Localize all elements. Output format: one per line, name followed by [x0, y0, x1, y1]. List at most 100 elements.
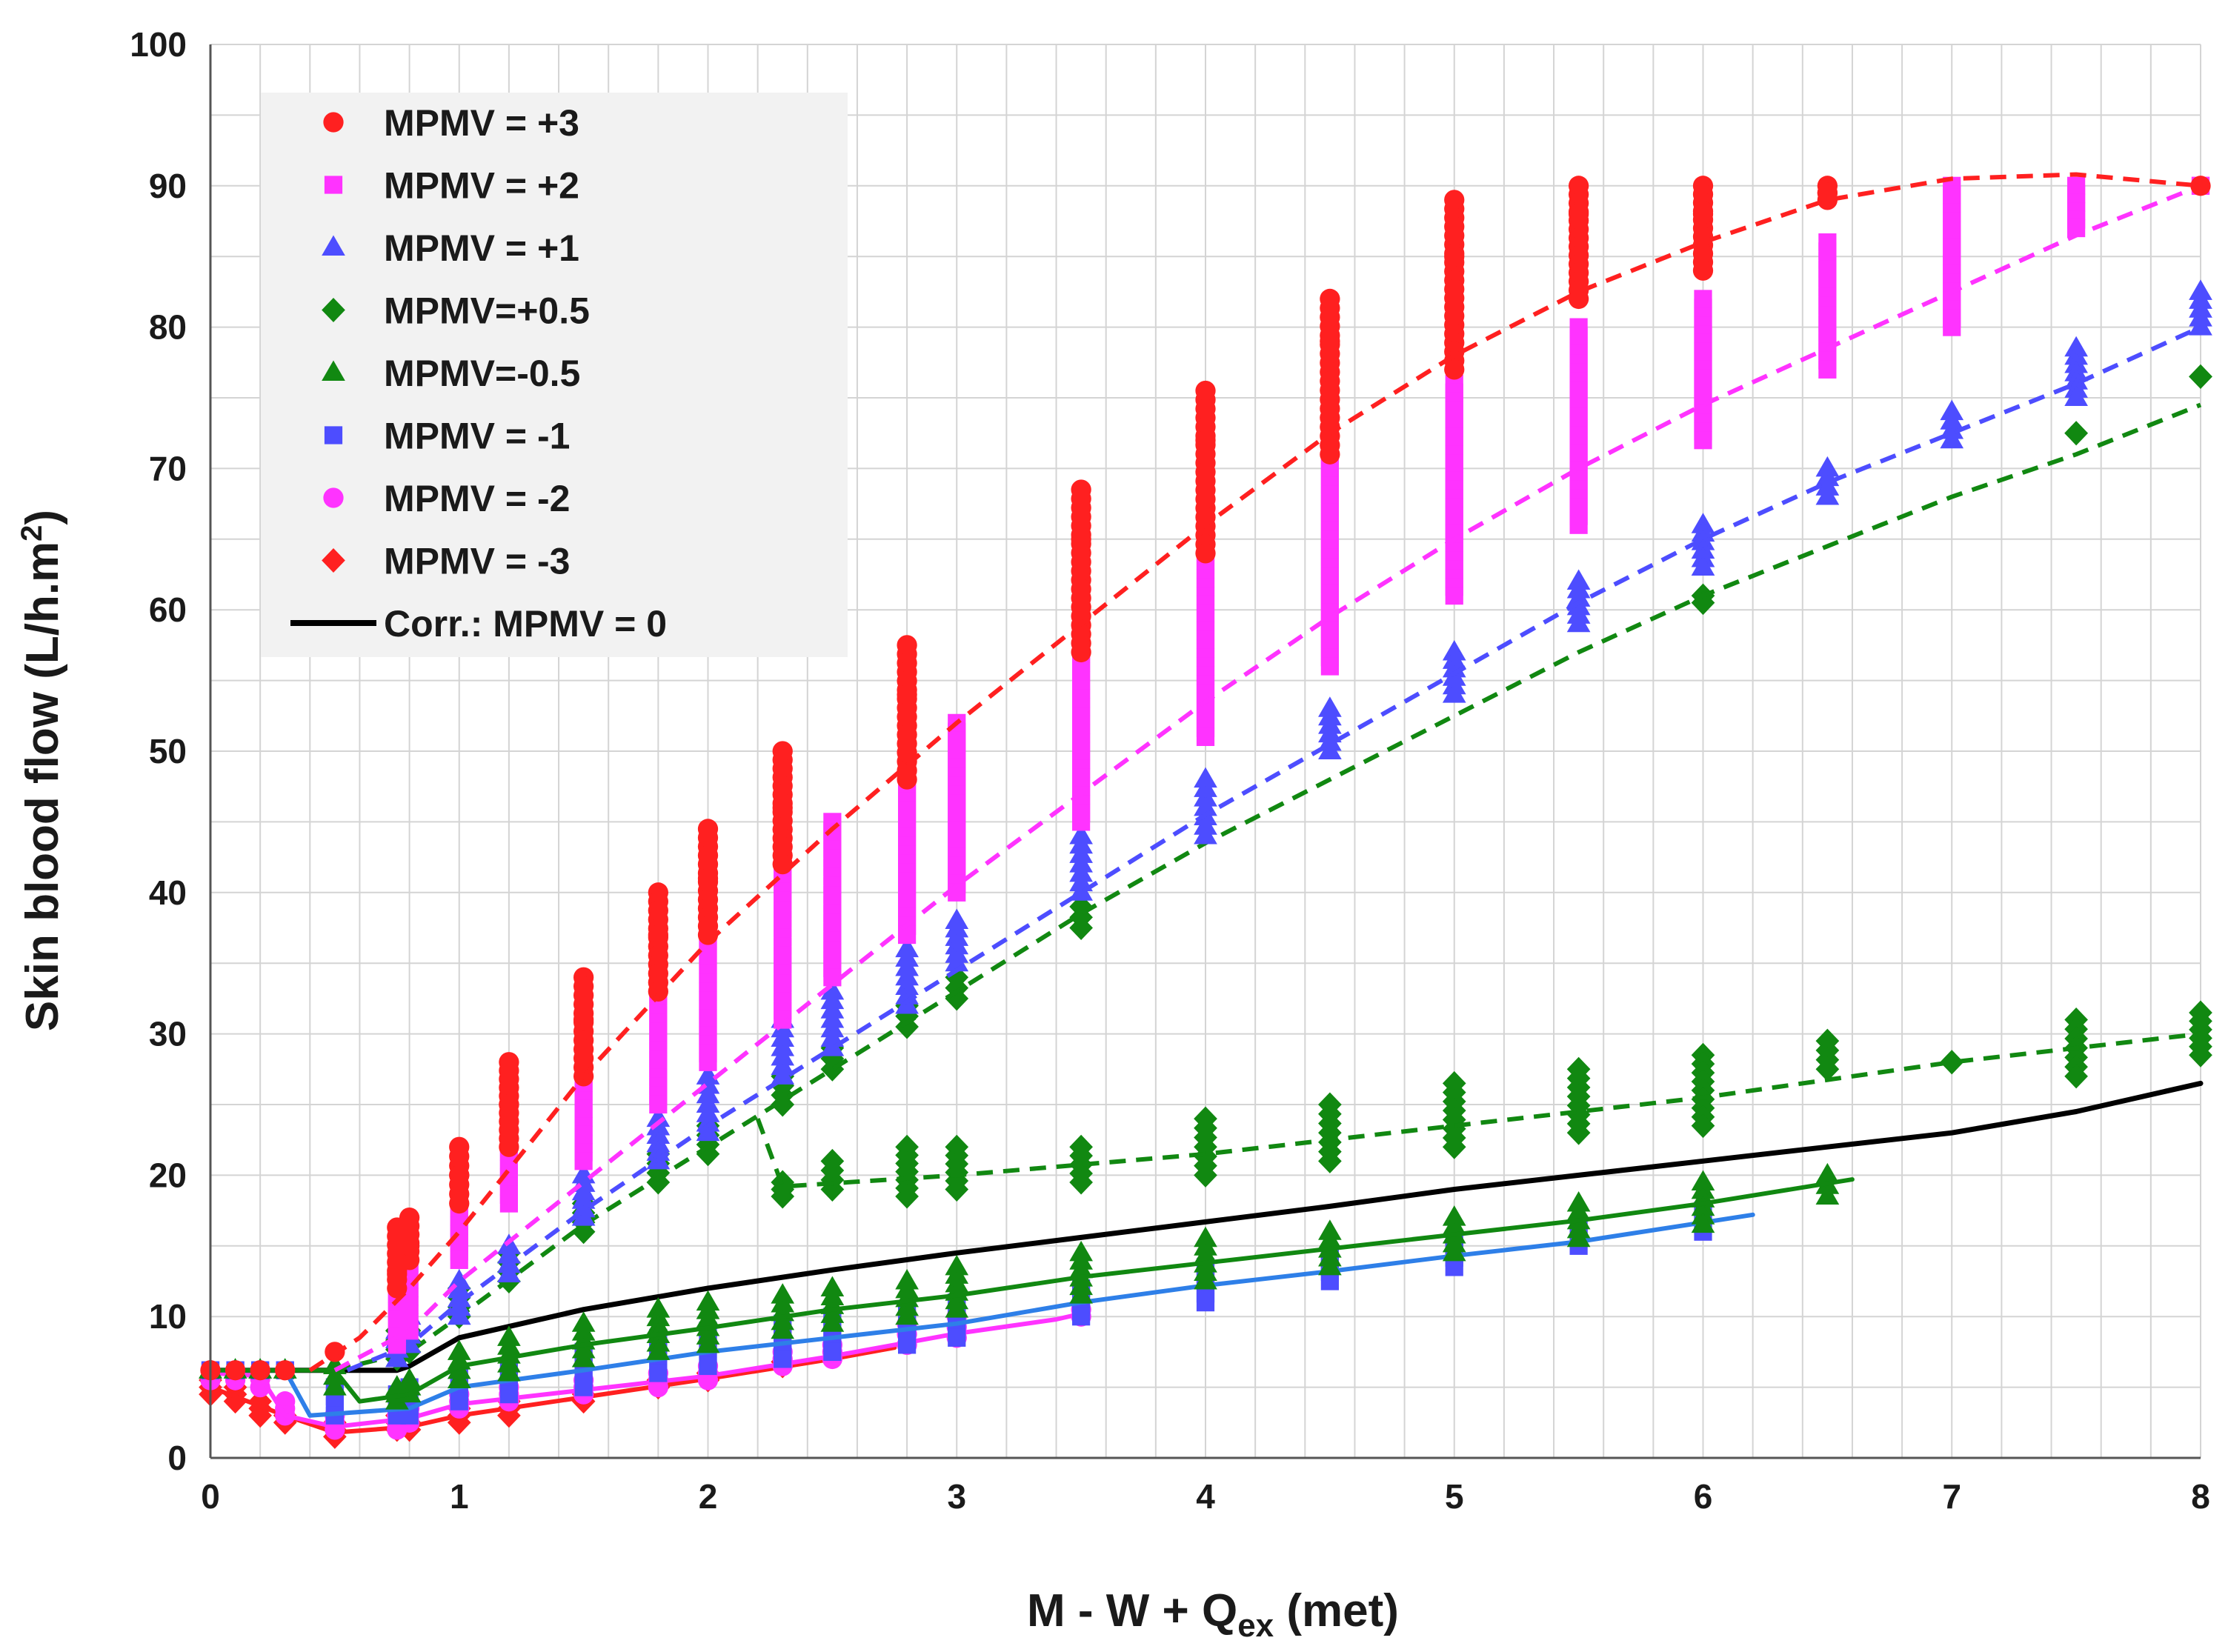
mpmv-0-5-point: [1815, 1056, 1840, 1082]
mpmv-0-5-point: [1691, 1212, 1715, 1233]
mpmv-1-point: [1072, 1308, 1091, 1326]
legend-box: [261, 93, 848, 657]
mpmv-2-point: [450, 1250, 468, 1269]
mpmv-0-5-point: [696, 1332, 720, 1353]
legend-label-mpmv-0-5: MPMV=+0.5: [384, 290, 590, 332]
axes: [209, 44, 2201, 1459]
legend-label-mpmv-2: MPMV = -2: [384, 478, 570, 519]
mpmv-0-5-point: [1815, 1162, 1840, 1184]
legend-marker-mpmv-1: [324, 426, 343, 444]
mpmv-3-point: [772, 854, 793, 875]
mpmv-0-5-point: [646, 1339, 671, 1360]
mpmv-3-point: [1692, 204, 1714, 224]
legend-marker-mpmv-2: [324, 176, 343, 194]
y-tick-label: 100: [130, 25, 187, 64]
mpmv-0-5-point: [1691, 590, 1715, 616]
mpmv-1-point: [1320, 1272, 1339, 1290]
mpmv-0-5-point: [895, 1184, 919, 1209]
mpmv-0-5-point: [385, 1389, 409, 1410]
y-tick-label: 40: [149, 873, 187, 912]
legend-label-mpmv-0-5: MPMV=-0.5: [384, 353, 580, 394]
legend-marker-mpmv-3: [322, 548, 345, 573]
mpmv-1-point: [1445, 1258, 1463, 1276]
y-axis-title: Skin blood flow (L/h.m2): [16, 510, 68, 1031]
mpmv-0-5-point: [1069, 1170, 1093, 1195]
mpmv-3-point: [1071, 529, 1091, 550]
mpmv-0-5-point: [895, 1304, 919, 1325]
mpmv-0-5-point: [1069, 916, 1093, 940]
corr-mpmv-0-line: [207, 1080, 2204, 1373]
mpmv-1-point: [649, 1364, 668, 1382]
series-mpmv-3: [200, 172, 2211, 1381]
mpmv-1-point: [447, 1304, 471, 1325]
mpmv-1-point: [699, 1356, 717, 1376]
legend-label-mpmv-1: MPMV = +1: [384, 227, 579, 269]
mpmv-0-5-point: [771, 1092, 795, 1117]
mpmv-1-point: [823, 1342, 842, 1361]
mpmv-1-point: [898, 1336, 917, 1354]
mpmv-0-5-point: [1815, 1184, 1840, 1205]
legend-label-corr-mpmv-0: Corr.: MPMV = 0: [384, 603, 667, 645]
mpmv-1-point: [499, 1385, 518, 1404]
y-tick-label: 30: [149, 1015, 187, 1053]
x-axis-title: M - W + Qex (met): [1027, 1585, 1399, 1644]
mpmv-1-point: [1815, 484, 1840, 505]
mpmv-0-5-point: [571, 1219, 596, 1245]
mpmv-0-5-point: [646, 1170, 671, 1195]
series-layer: [199, 172, 2212, 1449]
y-tick-label: 10: [149, 1297, 187, 1336]
mpmv-0-5-point: [895, 1014, 919, 1039]
mpmv-2-fit-line: [333, 184, 2202, 1373]
mpmv-2-point: [649, 1095, 668, 1114]
mpmv-1-point: [1691, 555, 1715, 576]
mpmv-3-point: [499, 1094, 519, 1115]
x-tick-label: 6: [1694, 1477, 1713, 1516]
x-tick-label: 1: [450, 1477, 469, 1516]
mpmv-3-point: [399, 1236, 420, 1256]
series-corr-mpmv-0: [207, 1080, 2204, 1373]
mpmv-3-point: [1320, 331, 1340, 352]
mpmv-1-point: [1318, 739, 1342, 759]
mpmv-0-5-point: [1069, 1283, 1093, 1304]
mpmv-1-point: [2064, 385, 2088, 406]
mpmv-0-5-point: [1318, 1254, 1342, 1276]
mpmv-2-point: [1196, 727, 1215, 747]
mpmv-0-5-point: [1442, 1240, 1466, 1262]
y-tick-label: 70: [149, 449, 187, 487]
y-tick-label: 0: [167, 1439, 187, 1477]
mpmv-2-point: [574, 1152, 593, 1170]
mpmv-3-point: [648, 981, 668, 1002]
mpmv-1-point: [1566, 611, 1591, 633]
mpmv-0-5-point: [2064, 1064, 2088, 1089]
legend-label-mpmv-2: MPMV = +2: [384, 165, 579, 207]
mpmv-3-point: [2190, 176, 2211, 196]
mpmv-0-5-line: [208, 1177, 1855, 1404]
mpmv-1-point: [1940, 427, 1964, 449]
mpmv-0-5-point: [771, 1318, 795, 1339]
mpmv-0-5-point: [1940, 1050, 1964, 1075]
x-tick-label: 3: [947, 1477, 966, 1516]
mpmv-2-point: [1943, 318, 1961, 336]
y-tick-label: 60: [149, 590, 187, 629]
mpmv-0-5-point: [771, 1184, 795, 1209]
mpmv-3-point: [447, 1410, 471, 1435]
mpmv-1-point: [497, 1262, 521, 1282]
legend-label-mpmv-3: MPMV = +3: [384, 102, 579, 144]
mpmv-3-point: [250, 1360, 270, 1381]
mpmv-1-point: [574, 1378, 593, 1396]
mpmv-0-5-point: [1442, 1134, 1466, 1159]
legend-marker-mpmv-3: [323, 112, 344, 133]
mpmv-0-5-point: [1318, 1148, 1342, 1173]
mpmv-2-point: [499, 1194, 518, 1213]
mpmv-1-point: [948, 1328, 966, 1347]
mpmv-2-point: [699, 1053, 717, 1071]
mpmv-2-point: [1818, 360, 1837, 379]
mpmv-3-point: [1195, 430, 1216, 450]
mpmv-2-point: [1320, 657, 1339, 676]
mpmv-1-point: [1194, 823, 1217, 845]
mpmv-1-point: [696, 1120, 720, 1142]
mpmv-3-point: [399, 1250, 420, 1270]
mpmv-3-point: [648, 925, 668, 945]
mpmv-1-fit-line: [346, 324, 2202, 1373]
